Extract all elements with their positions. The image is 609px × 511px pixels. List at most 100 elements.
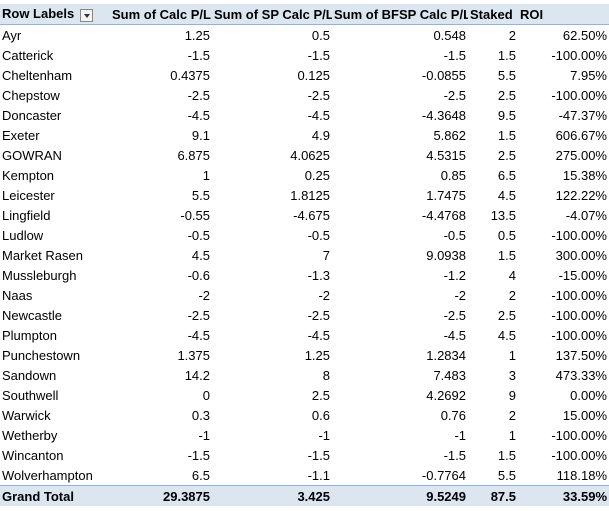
value-cell-text: 4.5	[191, 247, 210, 263]
value-cell-text: 0.3	[191, 407, 210, 423]
row-label: Wetherby	[0, 425, 110, 445]
value-cell: 4.5	[468, 185, 518, 205]
value-cell: -1.5	[110, 445, 212, 465]
value-cell: 9	[468, 385, 518, 405]
value-cell-text: -100.00%	[551, 47, 607, 63]
data-row: Ludlow -0.5 -0.5 -0.5 0.5 -100.00%	[0, 225, 609, 245]
value-cell-text: 1	[508, 427, 516, 443]
value-cell-text: -0.7764	[421, 467, 466, 483]
value-cell-text: -100.00%	[551, 307, 607, 323]
column-header: Staked	[468, 4, 518, 25]
value-cell: -2.5	[212, 85, 332, 105]
value-cell: 1.8125	[212, 185, 332, 205]
value-cell-text: -1.5	[307, 447, 330, 463]
row-label-text: Lingfield	[2, 207, 51, 223]
value-cell-text: 5.862	[433, 127, 466, 143]
value-cell-text: 7	[322, 247, 330, 263]
value-cell-text: 5.5	[191, 187, 210, 203]
value-cell: -1.5	[332, 45, 468, 65]
value-cell: -100.00%	[518, 45, 609, 65]
value-cell: 1.25	[110, 25, 212, 46]
value-cell: 275.00%	[518, 145, 609, 165]
data-row: Wolverhampton 6.5 -1.1 -0.7764 5.5 118.18%	[0, 465, 609, 486]
data-row: Warwick 0.3 0.6 0.76 2 15.00%	[0, 405, 609, 425]
value-cell-text: 4.5	[497, 187, 516, 203]
value-cell: 1.25	[212, 345, 332, 365]
row-label: GOWRAN	[0, 145, 110, 165]
row-label: Doncaster	[0, 105, 110, 125]
value-cell: 4.0625	[212, 145, 332, 165]
value-cell-text: 300.00%	[555, 247, 607, 263]
value-cell-text: -1.5	[187, 47, 210, 63]
row-label-text: GOWRAN	[2, 147, 62, 163]
value-cell: 7.483	[332, 365, 468, 385]
value-cell-text: 122.22%	[555, 187, 607, 203]
value-cell: 1	[468, 425, 518, 445]
filter-button[interactable]	[80, 8, 94, 22]
row-label: Market Rasen	[0, 245, 110, 265]
value-cell-text: 2.5	[497, 307, 516, 323]
value-cell: 0.25	[212, 165, 332, 185]
data-row: Market Rasen 4.5 7 9.0938 1.5 300.00%	[0, 245, 609, 265]
row-label: Punchestown	[0, 345, 110, 365]
value-cell-text: 2.5	[497, 87, 516, 103]
value-cell-text: 15.38%	[562, 167, 607, 183]
value-cell: -4.5	[110, 105, 212, 125]
data-row: Kempton 1 0.25 0.85 6.5 15.38%	[0, 165, 609, 185]
value-cell: 2	[468, 25, 518, 46]
value-cell-text: -47.37%	[558, 107, 607, 123]
total-cell-text: 33.59%	[562, 488, 607, 504]
value-cell: 0.85	[332, 165, 468, 185]
value-cell-text: 7.95%	[570, 67, 607, 83]
value-cell-text: 6.875	[177, 147, 210, 163]
column-header-text: ROI	[520, 6, 544, 22]
value-cell: 1	[110, 165, 212, 185]
value-cell: -47.37%	[518, 105, 609, 125]
value-cell: 7.95%	[518, 65, 609, 85]
data-row: Doncaster -4.5 -4.5 -4.3648 9.5 -47.37%	[0, 105, 609, 125]
value-cell-text: 2.5	[311, 387, 330, 403]
column-header-text: Row Labels	[2, 6, 75, 22]
data-row: Lingfield -0.55 -4.675 -4.4768 13.5 -4.07%	[0, 205, 609, 225]
row-label: Exeter	[0, 125, 110, 145]
row-label-text: Southwell	[2, 387, 59, 403]
value-cell-text: 0.76	[440, 407, 466, 423]
row-label-text: Naas	[2, 287, 33, 303]
value-cell-text: 6.5	[497, 167, 516, 183]
value-cell: -2	[212, 285, 332, 305]
value-cell-text: 4.5	[497, 327, 516, 343]
row-label: Mussleburgh	[0, 265, 110, 285]
value-cell: -4.5	[110, 325, 212, 345]
value-cell: 9.1	[110, 125, 212, 145]
column-header-text: Staked	[470, 6, 513, 22]
row-label-text: Doncaster	[2, 107, 62, 123]
value-cell: 122.22%	[518, 185, 609, 205]
row-label: Newcastle	[0, 305, 110, 325]
value-cell-text: 0.00%	[570, 387, 607, 403]
total-cell: 9.5249	[332, 485, 468, 506]
row-label: Leicester	[0, 185, 110, 205]
value-cell: 1.5	[468, 125, 518, 145]
value-cell-text: -4.5	[307, 107, 330, 123]
pivot-table: Row Labels Sum of Calc P/L Sum of SP Calc …	[0, 4, 609, 506]
value-cell-text: -2.5	[187, 307, 210, 323]
row-label-text: Kempton	[2, 167, 55, 183]
value-cell-text: 1.5	[497, 247, 516, 263]
value-cell-text: 0.4375	[170, 67, 210, 83]
column-header: Row Labels	[0, 4, 110, 25]
value-cell-text: 2	[508, 407, 516, 423]
value-cell: 2	[468, 285, 518, 305]
grand-total-row: Grand Total 29.3875 3.425 9.5249 87.5 33.59%	[0, 485, 609, 506]
row-label-text: Catterick	[2, 47, 54, 63]
value-cell-text: -0.55	[180, 207, 210, 223]
value-cell: -1.5	[212, 45, 332, 65]
value-cell-text: 0.6	[311, 407, 330, 423]
value-cell-text: -4.5	[187, 107, 210, 123]
value-cell: -1	[212, 425, 332, 445]
value-cell: 0.4375	[110, 65, 212, 85]
value-cell-text: -1	[318, 427, 330, 443]
value-cell: -100.00%	[518, 85, 609, 105]
value-cell-text: 0.125	[297, 67, 330, 83]
value-cell: 2.5	[468, 145, 518, 165]
